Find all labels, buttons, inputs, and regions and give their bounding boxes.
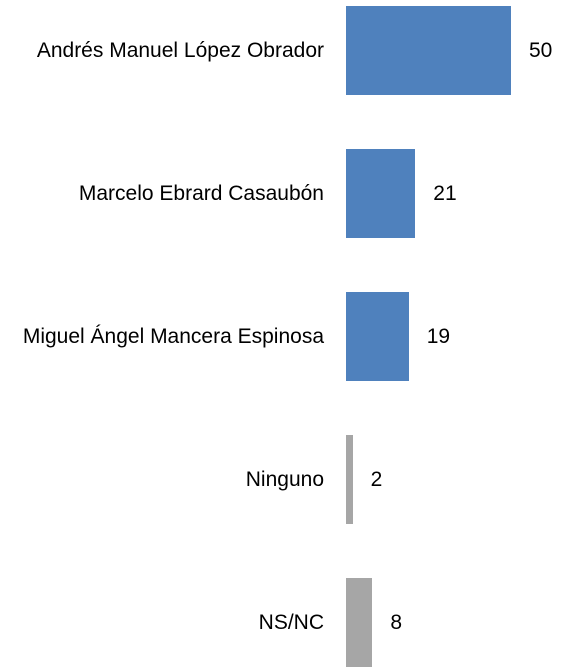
category-text: Andrés Manuel López Obrador [36, 38, 324, 62]
value-label: 50 [529, 38, 553, 62]
category-text: Marcelo Ebrard Casaubón [78, 181, 324, 205]
bar [346, 6, 511, 95]
value-label: 2 [370, 467, 383, 491]
bar [346, 292, 409, 381]
category-label: Miguel Ángel Mancera Espinosa [2, 322, 324, 352]
bar [346, 149, 416, 238]
category-label: NS/NC [2, 608, 324, 638]
value-label: 21 [433, 181, 457, 205]
category-text: NS/NC [258, 610, 324, 634]
bar [346, 578, 373, 667]
category-label: Ninguno [2, 465, 324, 495]
category-label: Andrés Manuel López Obrador [2, 36, 324, 66]
category-text: Ninguno [245, 467, 324, 491]
value-label: 8 [390, 610, 403, 634]
category-text: Miguel Ángel Mancera Espinosa [22, 324, 324, 348]
category-label: Marcelo Ebrard Casaubón [2, 179, 324, 209]
bar [346, 435, 353, 524]
value-label: 19 [426, 324, 451, 348]
